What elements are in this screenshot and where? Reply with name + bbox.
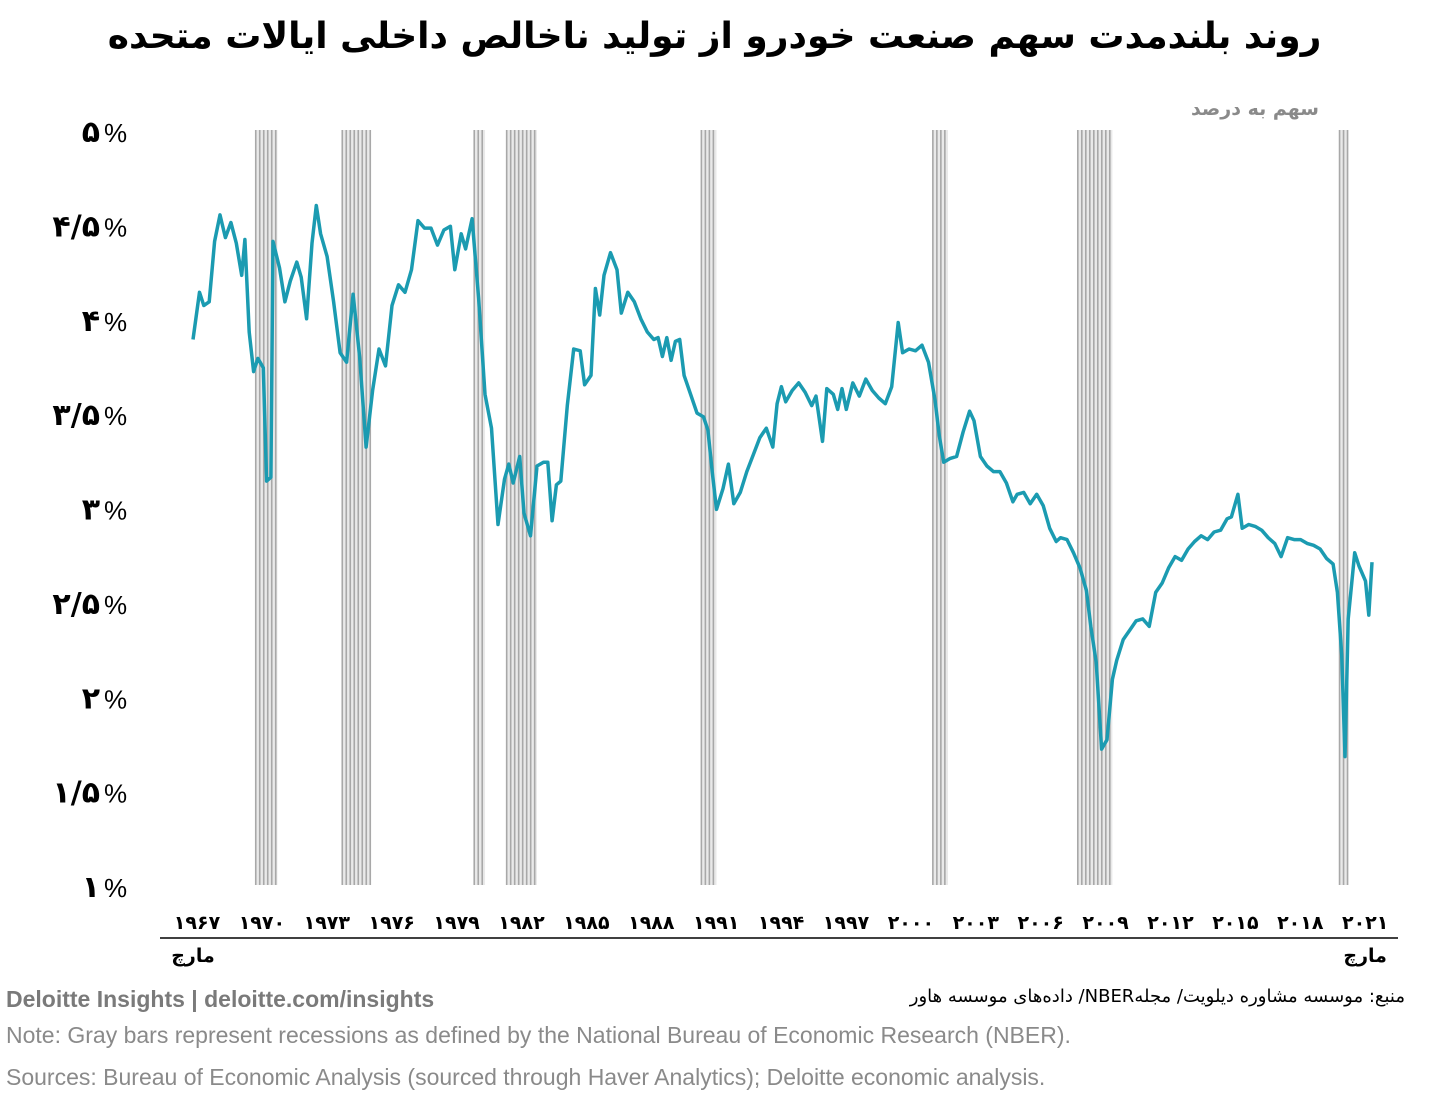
chart-title: روند بلندمدت سهم صنعت خودرو از تولید ناخ… [107, 16, 1322, 57]
x-tick-label: ۱۹۹۴ [758, 912, 804, 934]
x-tick-label: ۱۹۶۷ [174, 912, 221, 934]
y-tick-label: ۱ [82, 870, 100, 905]
y-tick-label: ۵ [82, 115, 100, 150]
x-tick-label: ۱۹۷۶ [369, 912, 415, 934]
x-tick-label: ۲۰۰۳ [953, 912, 1000, 934]
x-tick-label: ۱۹۹۱ [693, 912, 739, 934]
y-tick-percent: % [104, 118, 127, 148]
recession-bar [932, 130, 948, 885]
y-tick-label: ۴ [82, 304, 100, 339]
x-axis-ticks: ۱۹۶۷ ۱۹۷۰ ۱۹۷۳ ۱۹۷۶ ۱۹۷۹ ۱۹۸۲ ۱۹۸۵ ۱۹۸۸ ۱۹۹۱ ۱۹۹۴… [174, 912, 1389, 934]
x-tick-label: ۲۰۱۲ [1147, 912, 1194, 934]
y-tick-label: ۳ [82, 493, 100, 528]
y-tick-percent: % [104, 307, 127, 337]
y-tick-label: ۱/۵ [52, 776, 100, 811]
x-tick-label: ۲۰۱۵ [1212, 912, 1259, 934]
x-axis-start-label: مارچ [171, 945, 215, 967]
x-tick-label: ۱۹۸۸ [628, 912, 675, 934]
y-tick-label: ۲ [82, 681, 100, 716]
chart-note: Note: Gray bars represent recessions as … [6, 1022, 1071, 1048]
x-axis-end-label: مارچ [1343, 945, 1387, 967]
y-axis-unit-label: سهم به درصد [1190, 98, 1319, 120]
line-chart: ۵ %۴/۵ %۴ %۳/۵ %۳ %۲/۵ %۲ %۱/۵ %۱% ۱۹۶۷ ۱۹۷۰ ۱۹۷۳ ۱… [52, 115, 1398, 967]
x-tick-label: ۱۹۸۵ [563, 912, 610, 934]
x-tick-label: ۱۹۹۷ [823, 912, 870, 934]
y-tick-label: ۲/۵ [52, 587, 100, 622]
series-line [191, 203, 1374, 759]
x-tick-label: ۱۹۷۹ [433, 912, 480, 934]
y-tick-percent: % [104, 212, 127, 242]
y-tick-label: ۴/۵ [52, 209, 100, 244]
x-tick-label: ۲۰۰۰ [888, 912, 934, 934]
recession-bars [254, 130, 1349, 885]
y-tick-percent: % [104, 684, 127, 714]
x-tick-label: ۲۰۲۱ [1342, 912, 1388, 934]
x-tick-label: ۲۰۰۹ [1082, 912, 1129, 934]
x-tick-label: ۱۹۸۲ [498, 912, 545, 934]
y-tick-percent: % [104, 779, 127, 809]
x-tick-label: ۱۹۷۰ [239, 912, 285, 934]
recession-bar [1338, 130, 1349, 885]
source-farsi: منبع: موسسه مشاوره دیلویت/ مجلهNBER/ داد… [909, 986, 1405, 1007]
x-tick-label: ۲۰۰۶ [1017, 912, 1063, 934]
deloitte-insights-brand: Deloitte Insights | deloitte.com/insight… [6, 986, 435, 1012]
y-axis-ticks: ۵ %۴/۵ %۴ %۳/۵ %۳ %۲/۵ %۲ %۱/۵ %۱% [52, 115, 127, 905]
x-tick-label: ۲۰۱۸ [1277, 912, 1324, 934]
recession-bar [341, 130, 372, 885]
y-tick-percent: % [104, 496, 127, 526]
y-tick-percent: % [104, 590, 127, 620]
y-tick-label: ۳/۵ [52, 398, 100, 433]
chart-sources: Sources: Bureau of Economic Analysis (so… [6, 1064, 1046, 1090]
y-tick-percent: % [104, 873, 127, 903]
series-line-layer [191, 203, 1374, 759]
recession-bar [700, 130, 717, 885]
recession-bar [1076, 130, 1113, 885]
x-tick-label: ۱۹۷۳ [304, 912, 351, 934]
y-tick-percent: % [104, 401, 127, 431]
